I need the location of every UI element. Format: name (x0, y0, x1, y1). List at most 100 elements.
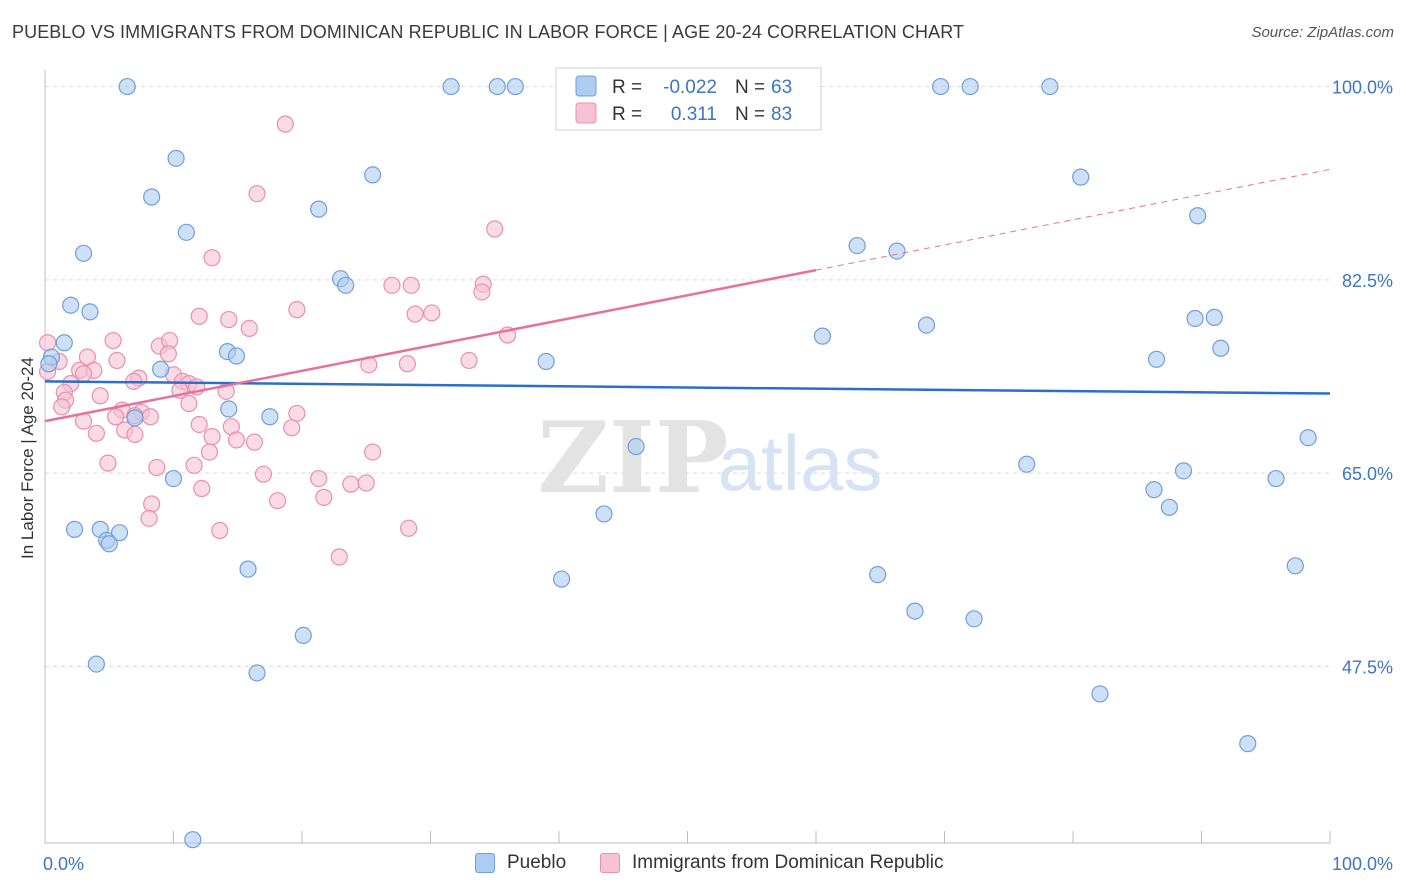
legend-swatch-pueblo (475, 853, 495, 873)
stats-legend-box: R = -0.022 N = 63 R = 0.311 N = 83 (555, 67, 822, 131)
series-pink-points (38, 77, 751, 566)
point-pueblo-45 (595, 505, 613, 523)
point-dominican-44 (53, 398, 71, 416)
stats-n-value-blue: 63 (771, 77, 792, 98)
x-tick-label-left: 0.0% (43, 854, 84, 874)
point-dominican-57 (126, 425, 144, 444)
point-dominican-5 (383, 276, 401, 294)
legend-label-dominican: Immigrants from Dominican Republic (632, 852, 944, 873)
point-pueblo-5 (961, 77, 979, 96)
point-pueblo-44 (1160, 498, 1178, 516)
point-pueblo-27 (227, 347, 246, 365)
point-pueblo-48 (110, 524, 129, 542)
tick-labels: 47.5% 65.0% 82.5% 100.0% 0.0% 100.0% (43, 78, 1393, 874)
trend-lines (44, 168, 1331, 423)
point-pueblo-29 (537, 352, 555, 371)
stats-box-frame (555, 67, 822, 131)
point-dominican-3 (486, 220, 504, 238)
point-dominican-16 (38, 334, 57, 352)
point-pueblo-23 (917, 316, 936, 334)
point-dominican-41 (91, 387, 109, 405)
point-pueblo-6 (1041, 77, 1059, 96)
point-pueblo-22 (1205, 308, 1223, 326)
trend-line-dominican-extension (815, 168, 1331, 271)
point-dominican-10 (406, 305, 424, 323)
stats-n-label-blue: N = (735, 77, 765, 98)
point-dominican-17 (104, 331, 122, 350)
y-axis-label: In Labor Force | Age 20-24 (18, 357, 37, 559)
point-dominican-50 (141, 408, 159, 426)
point-pueblo-19 (62, 296, 80, 314)
point-dominican-43 (180, 394, 198, 413)
point-dominican-65 (185, 456, 203, 474)
y-tick-label-2: 82.5% (1342, 271, 1393, 291)
point-pueblo-18 (337, 276, 355, 294)
stats-r-value-pink: 0.311 (671, 104, 717, 125)
point-dominican-4 (203, 249, 221, 267)
point-dominican-25 (398, 355, 416, 373)
point-pueblo-37 (627, 437, 645, 456)
stats-swatch-blue (575, 75, 597, 97)
point-dominican-70 (193, 479, 211, 498)
point-pueblo-33 (152, 360, 170, 378)
point-pueblo-25 (55, 334, 73, 352)
stats-n-value-pink: 83 (771, 104, 792, 125)
point-dominican-2 (248, 185, 266, 203)
point-pueblo-56 (965, 610, 983, 628)
grid-lines (45, 86, 1330, 667)
source-credit: Source: ZipAtlas.com (1251, 24, 1394, 41)
point-pueblo-14 (74, 244, 93, 262)
trend-line-dominican (44, 268, 817, 423)
y-tick-label-0: 47.5% (1342, 657, 1393, 677)
point-dominican-74 (140, 509, 158, 527)
stats-swatch-pink (575, 102, 597, 124)
point-dominican-20 (159, 345, 177, 363)
trend-line-pueblo (44, 380, 1331, 395)
point-dominican-75 (211, 521, 229, 540)
point-pueblo-59 (248, 664, 266, 682)
point-dominican-13 (220, 310, 238, 329)
point-pueblo-42 (1267, 469, 1285, 488)
point-pueblo-40 (164, 469, 183, 488)
stats-r-label-pink: R = (612, 104, 642, 125)
point-pueblo-50 (100, 535, 118, 553)
point-dominican-60 (245, 433, 264, 451)
point-dominican-8 (473, 283, 491, 301)
point-pueblo-31 (1212, 339, 1230, 357)
chart-title: PUEBLO VS IMMIGRANTS FROM DOMINICAN REPU… (12, 22, 965, 42)
point-pueblo-46 (65, 520, 84, 538)
point-dominican-54 (283, 419, 301, 437)
point-pueblo-61 (1239, 735, 1257, 753)
point-pueblo-51 (239, 560, 257, 578)
point-pueblo-34 (220, 400, 238, 418)
point-pueblo-0 (118, 77, 136, 96)
point-pueblo-62 (184, 831, 202, 849)
point-pueblo-52 (552, 570, 571, 588)
point-dominican-48 (107, 408, 125, 426)
point-dominican-72 (268, 492, 287, 510)
point-dominican-59 (227, 431, 246, 449)
legend-swatch-dominican (600, 853, 620, 873)
point-pueblo-30 (1147, 350, 1166, 368)
point-pueblo-41 (1174, 462, 1193, 480)
point-pueblo-24 (813, 327, 832, 345)
point-dominican-64 (148, 458, 166, 477)
point-pueblo-21 (1186, 309, 1204, 328)
point-pueblo-13 (177, 223, 195, 241)
point-pueblo-43 (1145, 481, 1163, 499)
point-dominican-12 (190, 307, 208, 325)
point-pueblo-55 (906, 602, 924, 620)
point-dominican-26 (460, 351, 478, 370)
point-pueblo-15 (848, 236, 866, 255)
y-tick-label-1: 65.0% (1342, 464, 1393, 484)
stats-r-value-blue: -0.022 (663, 77, 717, 98)
point-dominican-76 (400, 519, 418, 537)
point-dominican-61 (200, 443, 219, 461)
point-dominican-56 (87, 424, 106, 442)
point-dominican-6 (402, 276, 420, 294)
point-dominican-62 (364, 443, 382, 461)
point-pueblo-20 (81, 303, 99, 321)
point-pueblo-32 (40, 355, 58, 373)
legend-item-pueblo: Pueblo (475, 850, 566, 876)
point-pueblo-1 (442, 77, 460, 96)
